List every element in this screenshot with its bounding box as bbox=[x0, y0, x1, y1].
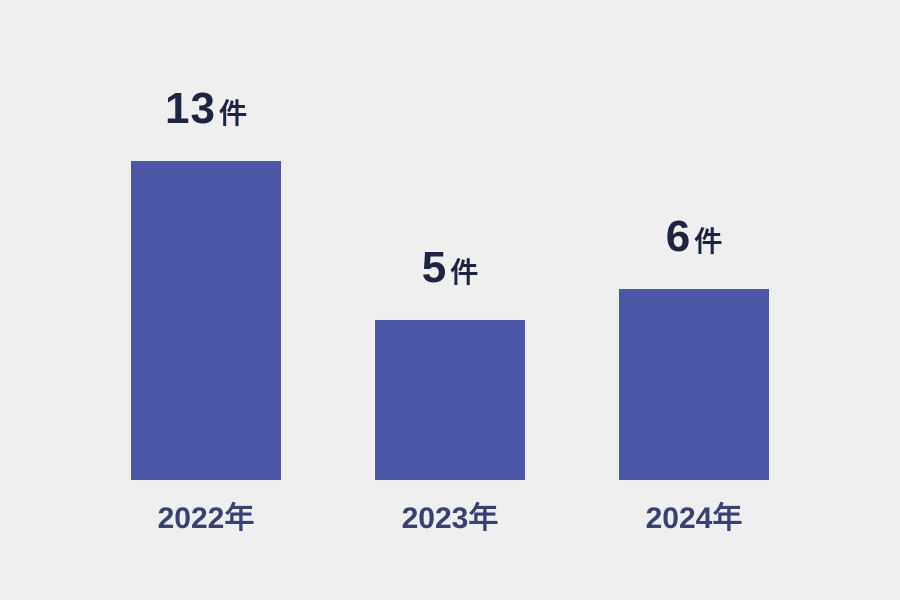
value-unit-2022: 件 bbox=[218, 98, 247, 129]
category-label-2023: 2023年 bbox=[401, 502, 499, 535]
bar-2022 bbox=[131, 161, 281, 480]
value-unit-2024: 件 bbox=[694, 226, 723, 257]
bar-group-2022: 13 件 2022年 bbox=[131, 87, 281, 534]
bar-group-2023: 5 件 2023年 bbox=[375, 246, 525, 534]
category-label-2022: 2022年 bbox=[157, 502, 255, 535]
bar-group-2024: 6 件 2024年 bbox=[619, 215, 769, 534]
value-unit-2023: 件 bbox=[450, 257, 479, 288]
value-number-2024: 6 bbox=[665, 212, 692, 261]
value-label-2022: 13 件 bbox=[165, 87, 247, 131]
value-number-2023: 5 bbox=[421, 243, 448, 292]
value-label-2023: 5 件 bbox=[422, 246, 479, 290]
bar-2023 bbox=[375, 320, 525, 480]
bar-2024 bbox=[619, 289, 769, 480]
value-number-2022: 13 bbox=[165, 84, 216, 133]
category-label-2024: 2024年 bbox=[645, 502, 743, 535]
value-label-2024: 6 件 bbox=[666, 215, 723, 259]
